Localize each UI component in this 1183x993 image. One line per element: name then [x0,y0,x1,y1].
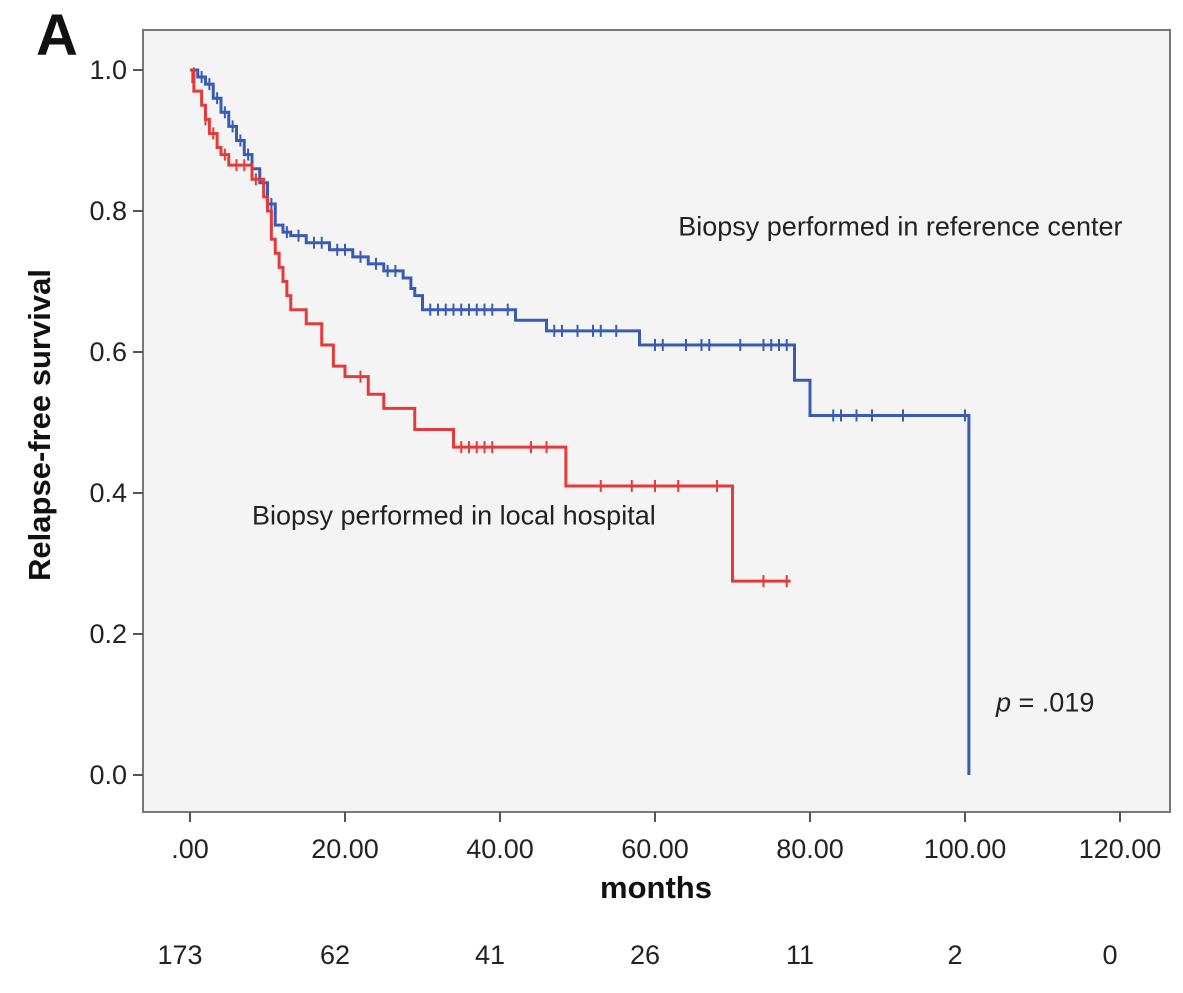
x-tick-label: 60.00 [621,834,689,864]
y-axis: 0.0 0.2 0.4 0.6 0.8 1.0 [89,55,143,790]
x-tick-label: 100.00 [924,834,1007,864]
number-at-risk: 62 [319,940,351,970]
x-tick-label: 120.00 [1079,834,1162,864]
x-axis-title: months [600,870,712,905]
series-layer [190,67,971,775]
annotation: Biopsy performed in local hospital [252,501,656,531]
y-tick-label: 1.0 [89,55,127,85]
number-at-risk: 41 [474,940,506,970]
x-tick-label: 20.00 [311,834,379,864]
y-tick-label: 0.4 [89,478,127,508]
number-at-risk: 2 [947,940,963,970]
survival-curve [190,68,971,775]
number-at-risk: 0 [1102,940,1118,970]
x-tick-label: 40.00 [466,834,534,864]
number-at-risk: 26 [629,940,661,970]
x-tick-label: .00 [171,834,209,864]
y-tick-label: 0.8 [89,196,127,226]
numbers-at-risk: 173 62 41 26 11 2 0 [0,940,1183,980]
plot-area [142,29,1171,813]
y-tick-label: 0.0 [89,760,127,790]
x-axis: .00 20.00 40.00 60.00 80.00 100.00 120.00 [171,812,1161,864]
annotation: Biopsy performed in reference center [678,212,1122,242]
annotations: Biopsy performed in reference center Biop… [252,212,1122,718]
x-tick-label: 80.00 [776,834,844,864]
number-at-risk: 11 [785,940,815,970]
survival-curve [190,68,791,583]
y-axis-title: Relapse-free survival [22,269,57,581]
number-at-risk: 173 [157,940,203,970]
panel-label: A [36,3,78,68]
plot-background [142,29,1171,813]
series-1 [190,68,791,588]
y-tick-label: 0.2 [89,619,127,649]
series-0 [190,67,971,775]
y-tick-label: 0.6 [89,337,127,367]
annotation: p = .019 [995,688,1094,718]
